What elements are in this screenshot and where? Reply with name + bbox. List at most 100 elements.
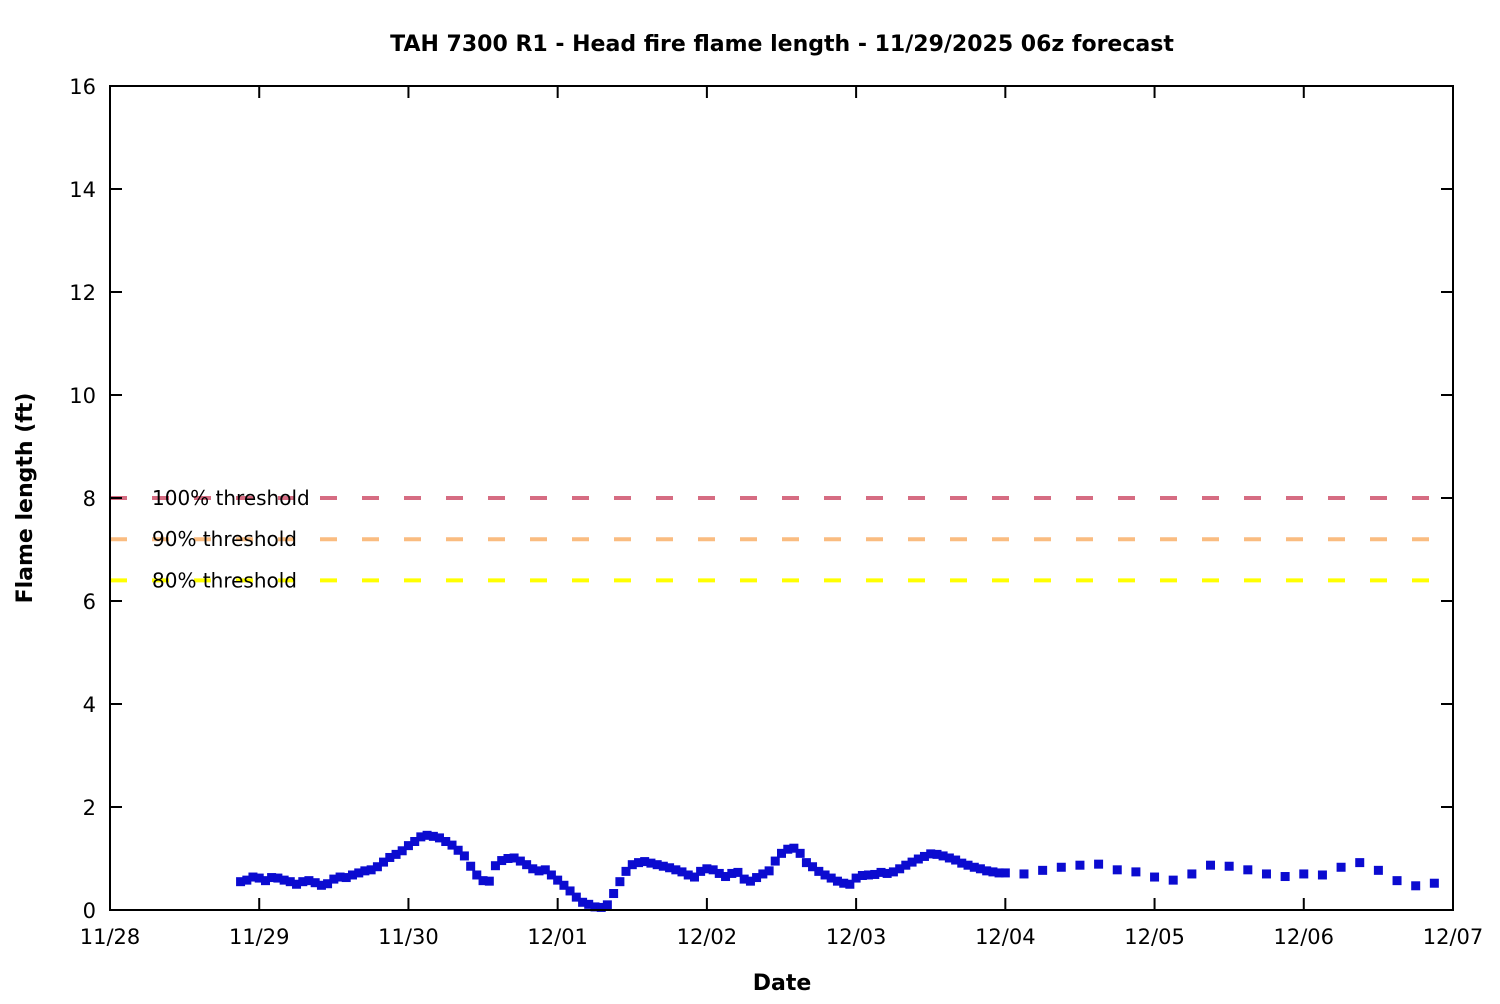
chart-title: TAH 7300 R1 - Head fire flame length - 1…	[390, 32, 1174, 57]
y-tick-label: 16	[69, 75, 96, 99]
data-point	[553, 875, 563, 885]
data-point	[758, 869, 768, 879]
data-point	[795, 848, 805, 858]
data-point	[714, 868, 724, 878]
y-tick-label: 2	[83, 796, 96, 820]
x-tick-label: 12/03	[826, 925, 887, 949]
data-point	[982, 866, 992, 876]
y-tick-label: 10	[69, 384, 96, 408]
x-tick-label: 12/04	[975, 925, 1036, 949]
data-point	[310, 878, 320, 888]
data-point	[584, 899, 594, 909]
data-point	[938, 851, 948, 861]
x-tick-label: 12/01	[527, 925, 588, 949]
y-tick-label: 12	[69, 281, 96, 305]
threshold-label: 100% threshold	[152, 486, 310, 510]
data-point	[832, 876, 842, 886]
data-point	[596, 902, 606, 912]
threshold-label: 90% threshold	[152, 527, 297, 551]
data-point	[820, 870, 830, 880]
data-point	[341, 873, 351, 883]
data-point	[1429, 878, 1439, 888]
data-point	[285, 877, 295, 887]
data-point	[690, 872, 700, 882]
data-point	[385, 852, 395, 862]
data-point	[696, 866, 706, 876]
data-point	[988, 867, 998, 877]
data-point	[236, 877, 246, 887]
x-tick-label: 11/30	[378, 925, 439, 949]
data-point	[839, 878, 849, 888]
data-point	[484, 876, 494, 886]
data-point	[1075, 860, 1085, 870]
data-point	[590, 902, 600, 912]
data-point	[739, 874, 749, 884]
data-point	[907, 857, 917, 867]
y-axis-title: Flame length (ft)	[13, 393, 38, 604]
data-point	[615, 877, 625, 887]
data-point	[609, 889, 619, 899]
data-point	[534, 866, 544, 876]
data-point	[354, 868, 364, 878]
data-point	[826, 873, 836, 883]
data-point	[466, 861, 476, 871]
x-axis-title: Date	[753, 971, 812, 996]
data-point	[671, 865, 681, 875]
data-point	[888, 867, 898, 877]
data-point	[665, 863, 675, 873]
data-point	[267, 873, 277, 883]
data-point	[316, 880, 326, 890]
threshold-label: 80% threshold	[152, 568, 297, 592]
data-point	[1317, 870, 1327, 880]
data-point	[913, 854, 923, 864]
data-point	[422, 830, 432, 840]
data-point	[1411, 881, 1421, 891]
data-point	[447, 840, 457, 850]
data-point	[702, 864, 712, 874]
data-point	[733, 867, 743, 877]
data-point	[403, 841, 413, 851]
data-point	[777, 848, 786, 858]
data-point	[721, 872, 731, 882]
data-point	[540, 865, 550, 875]
data-point	[1019, 869, 1029, 879]
data-point	[926, 849, 936, 859]
data-point	[441, 837, 451, 847]
data-point	[901, 860, 911, 870]
data-point	[1112, 865, 1122, 875]
data-point	[1206, 860, 1216, 870]
data-point	[509, 853, 519, 863]
data-point	[391, 849, 401, 859]
data-point	[975, 864, 985, 874]
data-point	[578, 897, 588, 907]
data-point	[1261, 869, 1271, 879]
data-point	[932, 849, 942, 859]
data-point	[602, 900, 612, 910]
data-point	[260, 876, 270, 886]
data-point	[1299, 869, 1309, 879]
data-point	[944, 853, 954, 863]
x-tick-label: 11/29	[229, 925, 290, 949]
data-point	[652, 860, 662, 870]
data-point	[857, 870, 867, 880]
data-point	[528, 864, 538, 874]
data-point	[360, 866, 370, 876]
y-tick-label: 0	[83, 899, 96, 923]
data-point	[571, 892, 581, 902]
data-point	[658, 861, 668, 871]
data-point	[1187, 869, 1197, 879]
data-point	[515, 856, 525, 866]
data-point	[323, 879, 333, 889]
y-tick-label: 8	[83, 487, 96, 511]
data-point	[1373, 865, 1383, 875]
data-point	[335, 872, 345, 882]
x-tick-label: 12/02	[677, 925, 738, 949]
data-point	[1336, 862, 1346, 872]
data-point	[634, 858, 644, 868]
data-point	[1131, 867, 1141, 877]
data-point	[808, 862, 818, 872]
data-point	[1168, 875, 1178, 885]
data-point	[951, 855, 961, 865]
data-point	[1094, 859, 1104, 869]
